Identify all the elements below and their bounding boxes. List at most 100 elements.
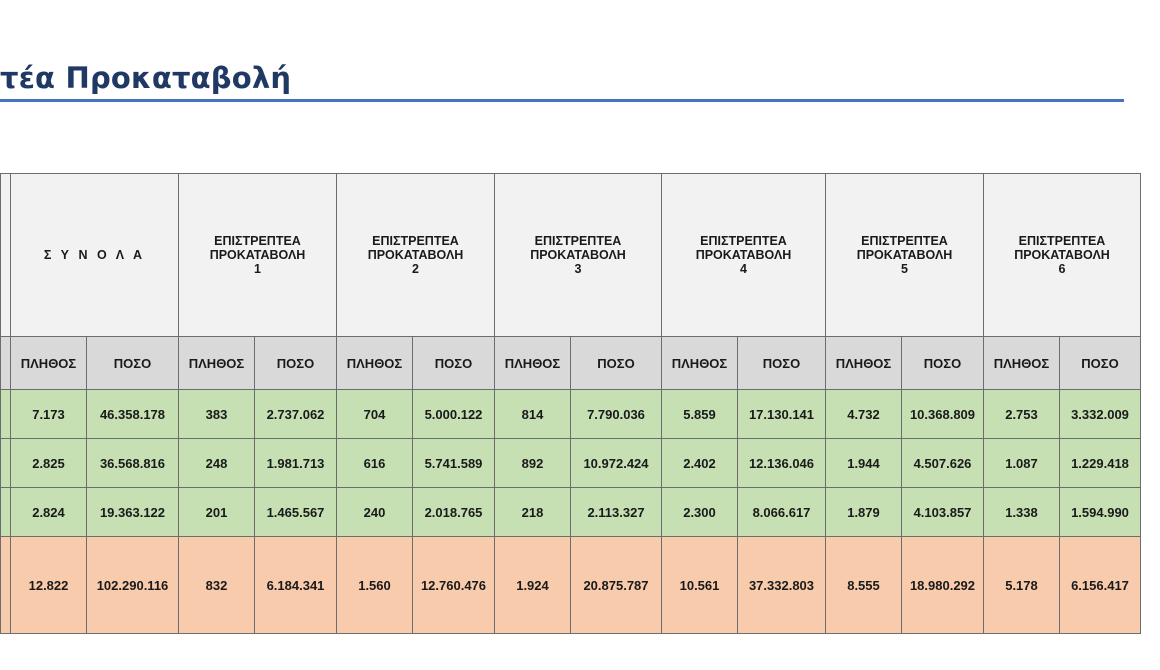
group-header-number: 5 bbox=[901, 262, 908, 276]
group-header-line1: ΕΠΙΣΤΡΕΠΤΕΑ bbox=[700, 234, 787, 248]
table-cell: 704 bbox=[336, 389, 413, 439]
table-cell: 2.402 bbox=[661, 438, 738, 488]
group-header-line1: ΕΠΙΣΤΡΕΠΤΕΑ bbox=[534, 234, 622, 248]
table-cell: 19.363.122 bbox=[86, 487, 179, 537]
total-cell: 102.290.116 bbox=[86, 536, 179, 634]
group-header-4: ΕΠΙΣΤΡΕΠΤΕΑ ΠΡΟΚΑΤΑΒΟΛΗ 4 bbox=[661, 173, 826, 337]
table-cell: 4.103.857 bbox=[901, 487, 984, 537]
table-cell: 1.087 bbox=[983, 438, 1060, 488]
table-cell: 892 bbox=[494, 438, 571, 488]
row-label-cell bbox=[0, 438, 11, 488]
table-cell: 240 bbox=[336, 487, 413, 537]
subheader-amount: ΠΟΣΟ bbox=[412, 336, 495, 390]
subheader-count: ΠΛΗΘΟΣ bbox=[178, 336, 255, 390]
table-cell: 1.229.418 bbox=[1059, 438, 1141, 488]
table-cell: 36.568.816 bbox=[86, 438, 179, 488]
total-cell: 6.156.417 bbox=[1059, 536, 1141, 634]
subheader-count: ΠΛΗΘΟΣ bbox=[661, 336, 738, 390]
totals-header: Σ Υ Ν Ο Λ Α bbox=[10, 173, 179, 337]
group-header-line1: ΕΠΙΣΤΡΕΠΤΕΑ bbox=[372, 234, 459, 248]
table-cell: 5.000.122 bbox=[412, 389, 495, 439]
table-cell: 1.465.567 bbox=[254, 487, 337, 537]
row-label-cell bbox=[0, 389, 11, 439]
total-cell: 10.561 bbox=[661, 536, 738, 634]
total-cell: 12.822 bbox=[10, 536, 87, 634]
subheader-amount: ΠΟΣΟ bbox=[1059, 336, 1141, 390]
table-cell: 10.368.809 bbox=[901, 389, 984, 439]
table-cell: 17.130.141 bbox=[737, 389, 826, 439]
total-cell: 5.178 bbox=[983, 536, 1060, 634]
table-cell: 616 bbox=[336, 438, 413, 488]
subheader-amount: ΠΟΣΟ bbox=[901, 336, 984, 390]
group-header-line2: ΠΡΟΚΑΤΑΒΟΛΗ bbox=[530, 248, 626, 262]
subheader-row: ΠΛΗΘΟΣ ΠΟΣΟ ΠΛΗΘΟΣ ΠΟΣΟ ΠΛΗΘΟΣ ΠΟΣΟ ΠΛΗΘ… bbox=[0, 336, 1141, 390]
group-header-line2: ΠΡΟΚΑΤΑΒΟΛΗ bbox=[1014, 248, 1110, 262]
table-cell: 5.859 bbox=[661, 389, 738, 439]
table-cell: 4.732 bbox=[825, 389, 902, 439]
subheader-count: ΠΛΗΘΟΣ bbox=[336, 336, 413, 390]
table-cell: 4.507.626 bbox=[901, 438, 984, 488]
table-cell: 7.173 bbox=[10, 389, 87, 439]
table-cell: 2.737.062 bbox=[254, 389, 337, 439]
total-cell: 1.560 bbox=[336, 536, 413, 634]
subheader-count: ΠΛΗΘΟΣ bbox=[494, 336, 571, 390]
group-header-number: 6 bbox=[1058, 262, 1066, 276]
table-cell: 1.338 bbox=[983, 487, 1060, 537]
table-cell: 1.879 bbox=[825, 487, 902, 537]
group-header-1: ΕΠΙΣΤΡΕΠΤΕΑ ΠΡΟΚΑΤΑΒΟΛΗ 1 bbox=[178, 173, 337, 337]
table-cell: 2.753 bbox=[983, 389, 1060, 439]
subheader-amount: ΠΟΣΟ bbox=[737, 336, 826, 390]
table-cell: 1.944 bbox=[825, 438, 902, 488]
total-cell: 1.924 bbox=[494, 536, 571, 634]
total-cell: 37.332.803 bbox=[737, 536, 826, 634]
table-cell: 8.066.617 bbox=[737, 487, 826, 537]
table-row: 7.173 46.358.178 383 2.737.062 704 5.000… bbox=[0, 389, 1141, 439]
total-cell: 12.760.476 bbox=[412, 536, 495, 634]
table-cell: 383 bbox=[178, 389, 255, 439]
subheader-count: ΠΛΗΘΟΣ bbox=[825, 336, 902, 390]
group-header-2: ΕΠΙΣΤΡΕΠΤΕΑ ΠΡΟΚΑΤΑΒΟΛΗ 2 bbox=[336, 173, 495, 337]
table-row: 2.825 36.568.816 248 1.981.713 616 5.741… bbox=[0, 438, 1141, 488]
table-cell: 2.825 bbox=[10, 438, 87, 488]
group-header-row: Σ Υ Ν Ο Λ Α ΕΠΙΣΤΡΕΠΤΕΑ ΠΡΟΚΑΤΑΒΟΛΗ 1 ΕΠΙΣ… bbox=[0, 173, 1141, 337]
total-cell: 6.184.341 bbox=[254, 536, 337, 634]
total-cell: 8.555 bbox=[825, 536, 902, 634]
table-cell: 2.018.765 bbox=[412, 487, 495, 537]
group-header-number: 4 bbox=[740, 262, 747, 276]
subheader-amount: ΠΟΣΟ bbox=[86, 336, 179, 390]
total-cell: 18.980.292 bbox=[901, 536, 984, 634]
group-header-number: 2 bbox=[412, 262, 419, 276]
subheader-amount: ΠΟΣΟ bbox=[570, 336, 662, 390]
row-label-cell bbox=[0, 336, 11, 390]
subheader-amount: ΠΟΣΟ bbox=[254, 336, 337, 390]
table-row: 2.824 19.363.122 201 1.465.567 240 2.018… bbox=[0, 487, 1141, 537]
subheader-count: ΠΛΗΘΟΣ bbox=[10, 336, 87, 390]
group-header-line1: ΕΠΙΣΤΡΕΠΤΕΑ bbox=[1018, 234, 1106, 248]
total-cell: 832 bbox=[178, 536, 255, 634]
group-header-number: 1 bbox=[254, 262, 261, 276]
table-cell: 10.972.424 bbox=[570, 438, 662, 488]
table-cell: 2.113.327 bbox=[570, 487, 662, 537]
table-cell: 218 bbox=[494, 487, 571, 537]
group-header-number: 3 bbox=[574, 262, 582, 276]
subheader-count: ΠΛΗΘΟΣ bbox=[983, 336, 1060, 390]
table-cell: 46.358.178 bbox=[86, 389, 179, 439]
row-label-header-edge bbox=[0, 173, 11, 337]
row-label-cell bbox=[0, 536, 11, 634]
group-header-3: ΕΠΙΣΤΡΕΠΤΕΑ ΠΡΟΚΑΤΑΒΟΛΗ 3 bbox=[494, 173, 662, 337]
row-label-cell bbox=[0, 487, 11, 537]
group-header-line1: ΕΠΙΣΤΡΕΠΤΕΑ bbox=[214, 234, 301, 248]
advance-payment-table: Σ Υ Ν Ο Λ Α ΕΠΙΣΤΡΕΠΤΕΑ ΠΡΟΚΑΤΑΒΟΛΗ 1 ΕΠΙΣ… bbox=[0, 173, 1141, 634]
total-cell: 20.875.787 bbox=[570, 536, 662, 634]
page-title: τέα Προκαταβολή bbox=[0, 61, 292, 95]
group-header-line2: ΠΡΟΚΑΤΑΒΟΛΗ bbox=[367, 248, 464, 262]
table-cell: 814 bbox=[494, 389, 571, 439]
title-underline bbox=[0, 99, 1124, 102]
table-cell: 1.981.713 bbox=[254, 438, 337, 488]
table-cell: 2.824 bbox=[10, 487, 87, 537]
table-cell: 248 bbox=[178, 438, 255, 488]
total-row: 12.822 102.290.116 832 6.184.341 1.560 1… bbox=[0, 536, 1141, 634]
group-header-6: ΕΠΙΣΤΡΕΠΤΕΑ ΠΡΟΚΑΤΑΒΟΛΗ 6 bbox=[983, 173, 1141, 337]
group-header-line2: ΠΡΟΚΑΤΑΒΟΛΗ bbox=[695, 248, 792, 262]
table-cell: 201 bbox=[178, 487, 255, 537]
